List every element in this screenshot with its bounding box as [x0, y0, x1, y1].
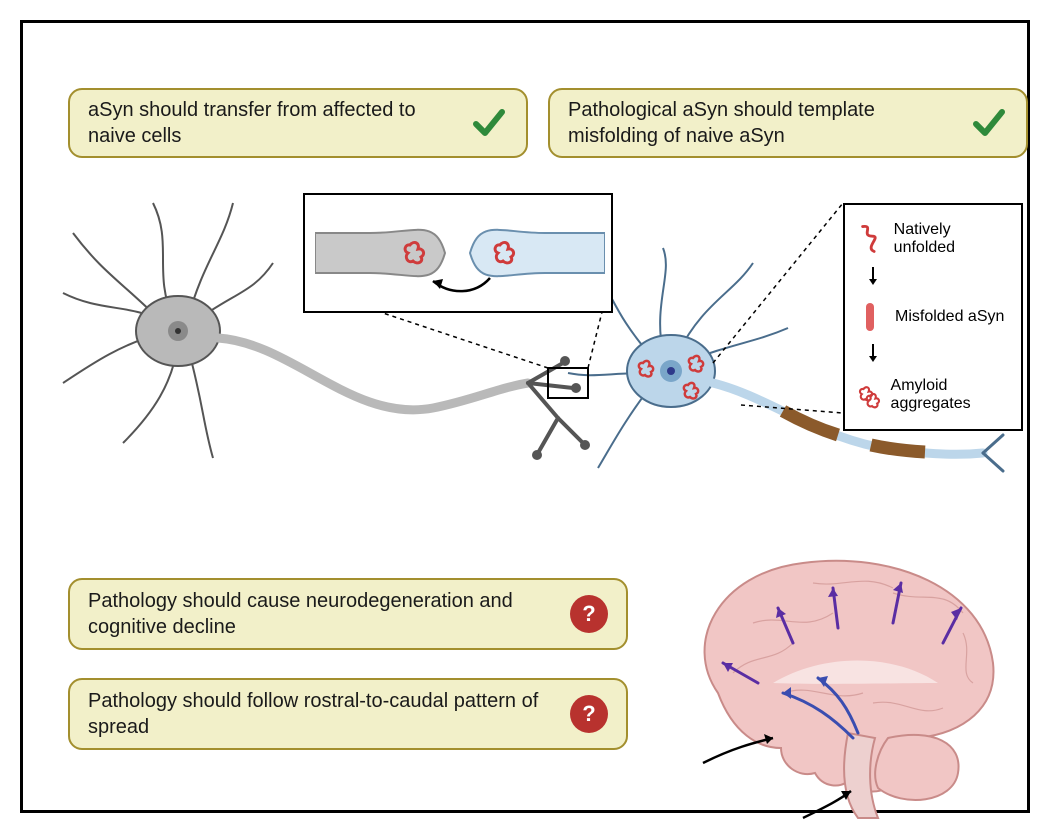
synapse-inset — [303, 193, 613, 313]
synapse-marker-rect — [548, 368, 588, 398]
callout-spread-pattern: Pathology should follow rostral-to-cauda… — [68, 678, 628, 750]
legend-label: Amyloid aggregates — [891, 377, 1011, 413]
callout-text: Pathology should follow rostral-to-cauda… — [88, 688, 556, 740]
legend-arrow-icon — [855, 265, 1015, 287]
legend-row-aggregate: Amyloid aggregates — [855, 377, 1011, 413]
callout-transfer: aSyn should transfer from affected to na… — [68, 88, 528, 158]
legend-arrow-icon — [855, 342, 1015, 364]
callout-neurodegeneration: Pathology should cause neurodegeneration… — [68, 578, 628, 650]
legend-row-unfolded: Natively unfolded — [855, 221, 1011, 257]
legend-label: Natively unfolded — [894, 221, 1011, 257]
callout-text: Pathological aSyn should template misfol… — [568, 97, 956, 149]
brain-diagram — [663, 533, 1023, 823]
legend-row-misfolded: Misfolded aSyn — [855, 300, 1011, 334]
callout-template: Pathological aSyn should template misfol… — [548, 88, 1028, 158]
check-icon — [970, 104, 1008, 142]
callout-text: Pathology should cause neurodegeneration… — [88, 588, 556, 640]
callout-text: aSyn should transfer from affected to na… — [88, 97, 456, 149]
figure-frame: aSyn should transfer from affected to na… — [20, 20, 1030, 813]
legend-label: Misfolded aSyn — [895, 308, 1004, 326]
check-icon — [470, 104, 508, 142]
question-badge: ? — [570, 595, 608, 633]
legend-box: Natively unfolded Misfolded aSyn Amyloid… — [843, 203, 1023, 431]
question-badge: ? — [570, 695, 608, 733]
connector-line — [713, 203, 843, 363]
